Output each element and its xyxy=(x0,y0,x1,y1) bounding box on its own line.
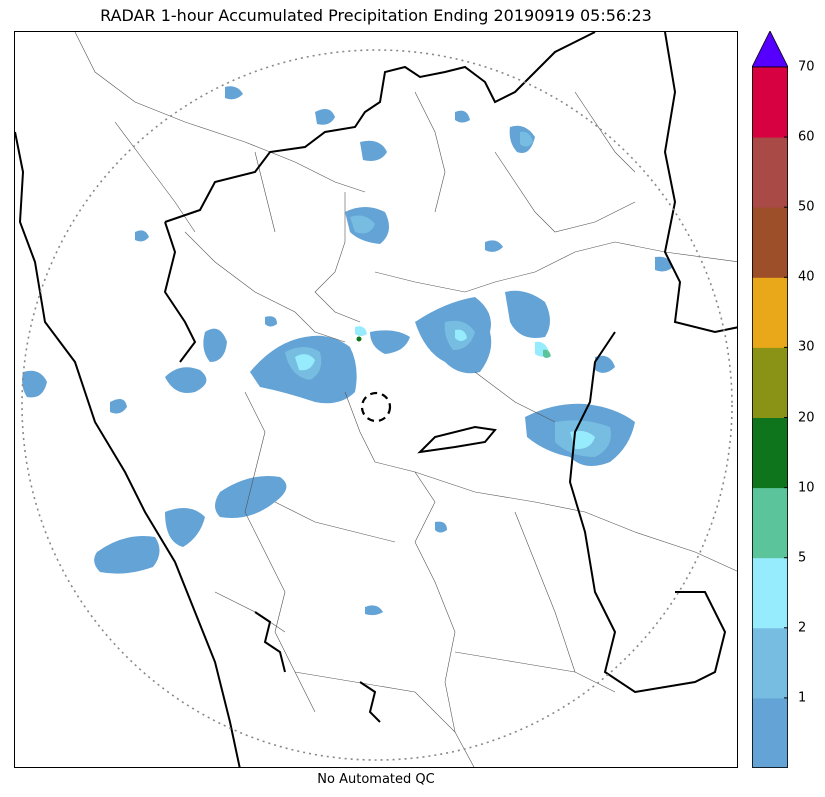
colorbar-band xyxy=(752,277,788,348)
map-canvas xyxy=(15,32,737,767)
colorbar-bands xyxy=(752,31,788,768)
colorbar-tick-label: 20 xyxy=(798,410,815,425)
colorbar-tick-label: 30 xyxy=(798,339,815,355)
colorbar-band xyxy=(752,487,788,559)
qc-note: No Automated QC xyxy=(317,772,435,787)
colorbar-band xyxy=(752,417,788,489)
colorbar-tick-label: 5 xyxy=(798,550,807,566)
colorbar-extend-triangle xyxy=(752,31,788,68)
colorbar-tick-label: 40 xyxy=(798,269,815,285)
radar-map xyxy=(14,31,738,768)
colorbar-tick-label: 2 xyxy=(798,620,807,636)
precip-layer-0-1 xyxy=(22,86,673,616)
colorbar-band xyxy=(752,697,788,768)
chart-title: RADAR 1-hour Accumulated Precipitation E… xyxy=(100,6,652,25)
colorbar-tick-label: 10 xyxy=(798,480,815,496)
district-borders xyxy=(74,32,737,767)
colorbar-tick-label: 60 xyxy=(798,129,815,145)
range-ring xyxy=(21,49,733,761)
colorbar-band xyxy=(752,137,788,208)
colorbar-tick-label: 70 xyxy=(798,59,815,75)
colorbar-band xyxy=(752,67,788,138)
colorbar-tick-label: 50 xyxy=(798,199,815,215)
colorbar-band xyxy=(752,627,788,699)
precip-layer-2-5 xyxy=(295,326,595,450)
colorbar-band xyxy=(752,347,788,418)
radar-site-marker xyxy=(360,391,392,423)
colorbar-band xyxy=(752,557,788,629)
colorbar xyxy=(752,31,788,768)
precip-layer-5-20 xyxy=(356,336,551,358)
colorbar-band xyxy=(752,207,788,278)
colorbar-tick-label: 1 xyxy=(798,690,807,706)
